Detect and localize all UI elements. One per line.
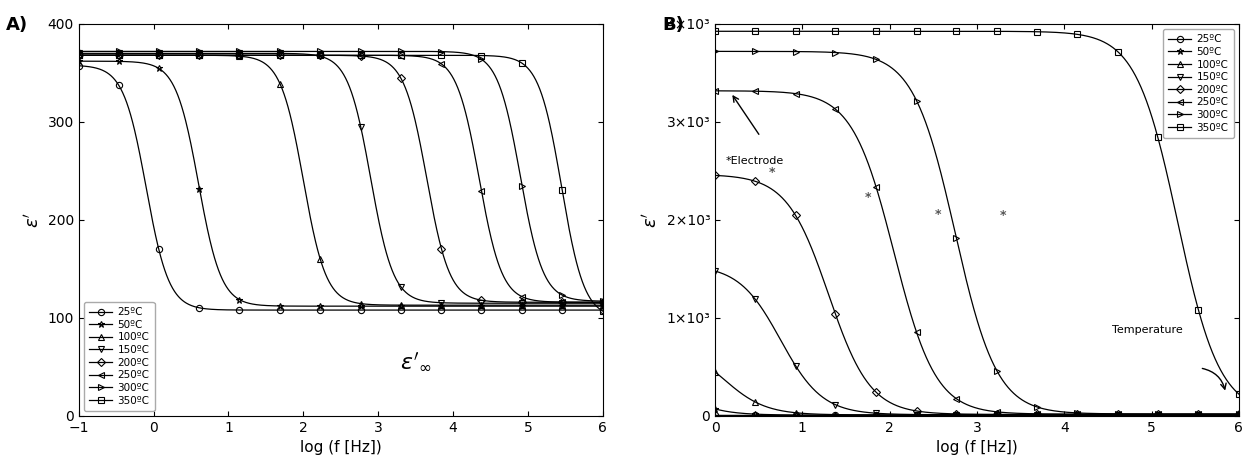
Text: *Electrode: *Electrode [726, 156, 784, 166]
Text: B): B) [663, 16, 684, 34]
Text: *: * [864, 191, 871, 204]
Text: *: * [935, 208, 941, 220]
Text: $\varepsilon'_{\infty}$: $\varepsilon'_{\infty}$ [399, 352, 431, 372]
X-axis label: log (f [Hz]): log (f [Hz]) [936, 440, 1018, 455]
Legend: 25ºC, 50ºC, 100ºC, 150ºC, 200ºC, 250ºC, 300ºC, 350ºC: 25ºC, 50ºC, 100ºC, 150ºC, 200ºC, 250ºC, … [1163, 29, 1234, 138]
X-axis label: log (f [Hz]): log (f [Hz]) [300, 440, 382, 455]
Text: *: * [1000, 209, 1007, 221]
Text: A): A) [5, 16, 28, 34]
Text: Temperature: Temperature [1113, 325, 1183, 335]
Text: *: * [769, 167, 775, 179]
Y-axis label: $\varepsilon'$: $\varepsilon'$ [23, 212, 42, 228]
Y-axis label: $\varepsilon'$: $\varepsilon'$ [641, 212, 660, 228]
Legend: 25ºC, 50ºC, 100ºC, 150ºC, 200ºC, 250ºC, 300ºC, 350ºC: 25ºC, 50ºC, 100ºC, 150ºC, 200ºC, 250ºC, … [84, 302, 155, 411]
